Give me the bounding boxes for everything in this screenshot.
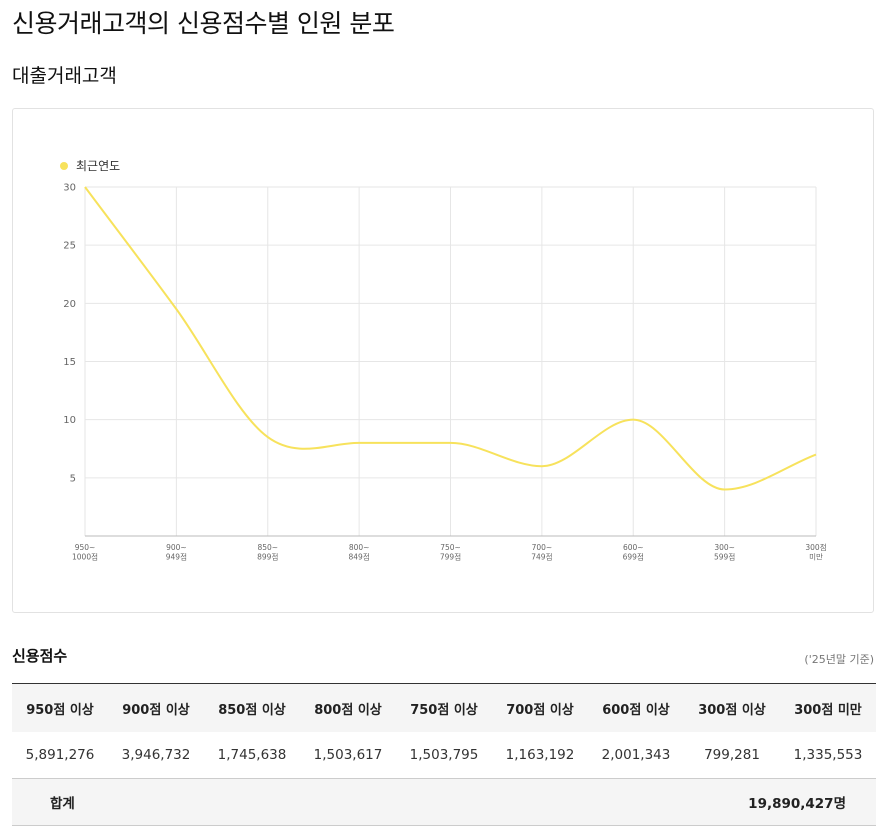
x-tick-label: 600~ 699점 [623, 543, 644, 562]
score-table: 950점 이상 900점 이상 850점 이상 800점 이상 750점 이상 … [12, 683, 876, 826]
x-tick-label-line: 300점 [805, 542, 826, 552]
table-cell: 1,745,638 [204, 732, 300, 779]
column-header: 800점 이상 [300, 683, 396, 732]
table-cell: 5,891,276 [12, 732, 108, 779]
x-tick-label-line: 599점 [714, 552, 735, 562]
column-header: 300점 미만 [780, 683, 876, 732]
x-tick-label-line: 849점 [349, 552, 370, 562]
total-label: 합계 [12, 778, 204, 826]
line-chart: 5 10 15 20 25 30 950~ 1000점 900~ 949점 850~ 899점 800~… [60, 159, 827, 562]
table-cell: 2,001,343 [588, 732, 684, 779]
x-tick-label-line: 850~ [257, 543, 278, 552]
column-header: 950점 이상 [12, 683, 108, 732]
table-cell: 1,163,192 [492, 732, 588, 779]
legend-marker [60, 162, 68, 170]
x-tick-label-line: 900~ [166, 543, 187, 552]
x-tick-label-line: 949점 [166, 552, 187, 562]
table-header-row: 950점 이상 900점 이상 850점 이상 800점 이상 750점 이상 … [12, 683, 876, 732]
x-tick-label: 300점 미만 [805, 542, 826, 562]
y-tick-label: 25 [63, 241, 76, 252]
table-cell: 799,281 [684, 732, 780, 779]
series-line [84, 186, 817, 491]
total-spacer [204, 778, 684, 826]
table-cell: 1,335,553 [780, 732, 876, 779]
column-header: 850점 이상 [204, 683, 300, 732]
y-tick-label: 5 [70, 473, 76, 484]
column-header: 600점 이상 [588, 683, 684, 732]
page-title: 신용거래고객의 신용점수별 인원 분포 [12, 9, 395, 38]
table-total-row: 합계 19,890,427명 [12, 778, 876, 826]
x-tick-label-line: 950~ [75, 543, 96, 552]
total-value: 19,890,427명 [684, 778, 876, 826]
x-tick-label-line: 300~ [714, 543, 735, 552]
x-tick-label-line: 800~ [349, 543, 370, 552]
table-cell: 1,503,795 [396, 732, 492, 779]
x-tick-label: 850~ 899점 [257, 543, 278, 562]
table-title: 신용점수 [12, 647, 68, 665]
x-tick-label-line: 899점 [257, 552, 278, 562]
column-header: 300점 이상 [684, 683, 780, 732]
y-tick-label: 30 [63, 183, 76, 194]
column-header: 750점 이상 [396, 683, 492, 732]
table-cell: 3,946,732 [108, 732, 204, 779]
x-tick-label-line: 699점 [623, 552, 644, 562]
x-tick-label-line: 749점 [531, 552, 552, 562]
x-tick-label-line: 600~ [623, 543, 644, 552]
legend-label: 최근연도 [76, 159, 120, 173]
x-tick-label: 750~ 799점 [440, 543, 461, 562]
x-tick-label-line: 미만 [809, 553, 823, 562]
x-tick-label: 300~ 599점 [714, 543, 735, 562]
x-tick-label-line: 1000점 [72, 552, 98, 562]
column-header: 700점 이상 [492, 683, 588, 732]
chart-card: 5 10 15 20 25 30 950~ 1000점 900~ 949점 850~ 899점 800~… [12, 108, 874, 613]
x-tick-label: 700~ 749점 [531, 543, 552, 562]
basis-note: ('25년말 기준) [804, 653, 874, 666]
y-tick-label: 20 [63, 299, 76, 310]
x-tick-label: 900~ 949점 [166, 543, 187, 562]
x-tick-label: 950~ 1000점 [72, 543, 98, 562]
x-tick-label-line: 799점 [440, 552, 461, 562]
table-row: 5,891,276 3,946,732 1,745,638 1,503,617 … [12, 732, 876, 779]
y-tick-label: 10 [63, 415, 76, 426]
section-title: 대출거래고객 [12, 65, 117, 87]
table-cell: 1,503,617 [300, 732, 396, 779]
x-tick-label-line: 700~ [532, 543, 553, 552]
x-tick-label: 800~ 849점 [349, 543, 370, 562]
y-tick-label: 15 [63, 357, 76, 368]
column-header: 900점 이상 [108, 683, 204, 732]
x-tick-label-line: 750~ [440, 543, 461, 552]
